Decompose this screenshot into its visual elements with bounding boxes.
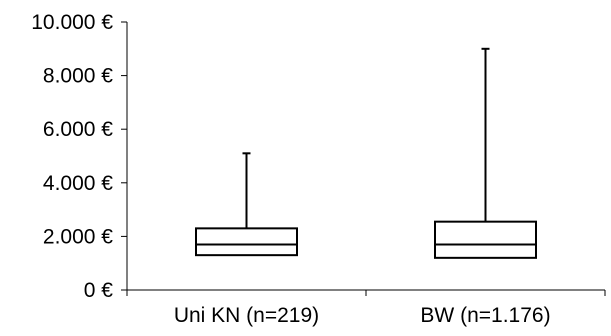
y-tick-label: 6.000 € [43,118,113,141]
x-axis: Uni KN (n=219) BW (n=1.176) [126,289,606,327]
iqr-box [195,227,298,257]
x-category-label: BW (n=1.176) [420,304,550,327]
box-group [434,47,537,259]
x-category-label: Uni KN (n=219) [174,304,319,327]
y-tick-label: 8.000 € [43,65,113,88]
y-tick-label: 10.000 € [31,11,113,34]
y-tick-label: 2.000 € [43,225,113,248]
box-group [195,152,298,257]
plot-area [195,47,537,259]
y-axis: 0 € 2.000 € 4.000 € 6.000 € 8.000 € 10.000 € [31,11,128,302]
iqr-box [434,220,537,259]
y-tick-label: 4.000 € [43,172,113,195]
y-tick-label: 0 € [84,279,114,302]
